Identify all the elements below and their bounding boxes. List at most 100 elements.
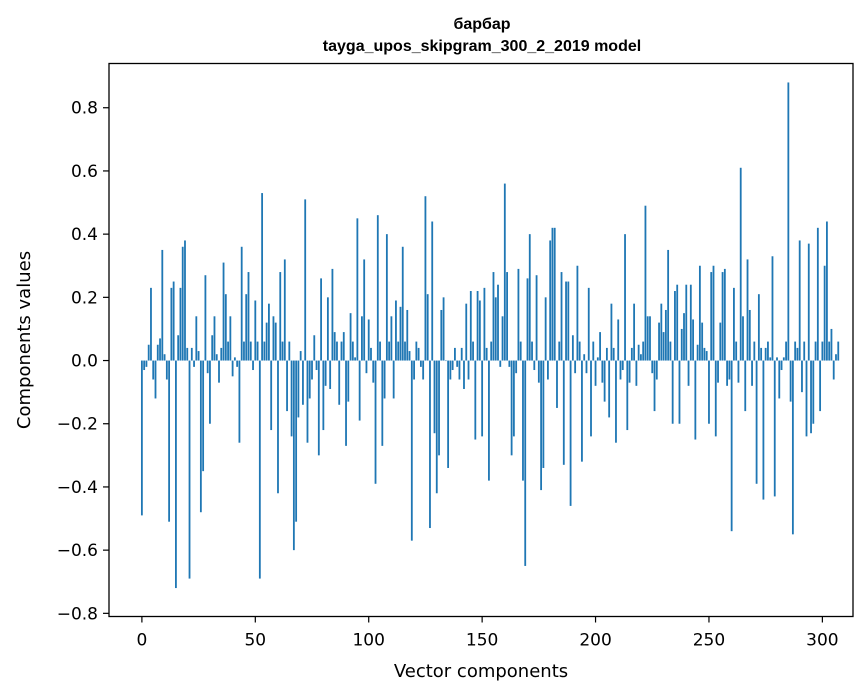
bar-component-218: [635, 360, 638, 386]
bar-component-261: [733, 287, 735, 361]
bar-component-268: [748, 309, 751, 361]
bar-component-213: [624, 234, 626, 361]
bar-component-132: [440, 309, 443, 361]
bar-component-202: [599, 332, 601, 361]
bar-component-279: [773, 360, 776, 497]
bar-component-97: [361, 316, 363, 361]
bar-component-204: [603, 360, 606, 402]
bar-component-176: [540, 360, 543, 491]
bar-component-289: [796, 347, 799, 361]
bar-component-239: [683, 313, 685, 361]
bar-component-115: [401, 246, 404, 361]
y-tick-label-3: −0.2: [57, 415, 98, 435]
bar-component-272: [757, 294, 760, 361]
bar-component-223: [646, 316, 649, 361]
x-tick-label-100: 100: [352, 631, 384, 651]
bar-component-66: [290, 360, 293, 437]
bar-component-208: [612, 347, 615, 361]
bar-component-282: [780, 360, 783, 371]
bar-component-27: [202, 360, 205, 472]
bar-component-252: [712, 265, 715, 361]
bar-component-131: [438, 360, 440, 456]
bar-component-226: [653, 360, 656, 412]
bar-component-108: [385, 234, 388, 361]
bar-component-271: [755, 360, 758, 484]
bar-component-183: [556, 360, 558, 408]
bar-component-109: [388, 341, 391, 361]
bar-component-32: [213, 316, 216, 361]
bar-component-59: [274, 322, 277, 361]
bar-component-234: [671, 360, 674, 424]
bar-component-270: [753, 341, 756, 361]
bar-component-81: [324, 360, 327, 386]
bar-component-249: [705, 351, 708, 361]
chart-title: барбар: [453, 16, 510, 33]
bar-component-221: [642, 341, 645, 361]
bar-component-117: [406, 309, 409, 361]
bar-component-26: [199, 360, 202, 513]
bar-component-136: [449, 360, 452, 380]
bar-component-212: [621, 360, 624, 371]
bar-component-179: [547, 360, 549, 380]
bar-component-277: [769, 357, 772, 361]
bar-component-291: [801, 360, 803, 393]
bar-component-297: [814, 341, 817, 361]
bar-component-269: [751, 360, 753, 386]
bar-component-34: [218, 360, 220, 383]
bar-component-82: [326, 297, 329, 361]
bar-component-273: [760, 347, 763, 361]
bar-component-265: [742, 316, 744, 361]
bar-component-164: [512, 360, 515, 437]
bar-component-191: [574, 360, 577, 374]
bar-component-178: [544, 297, 547, 361]
bar-component-29: [206, 360, 209, 374]
bar-component-158: [499, 360, 502, 367]
bar-component-103: [374, 360, 377, 484]
bar-component-180: [549, 240, 552, 361]
bar-component-167: [519, 341, 522, 361]
bar-component-255: [719, 322, 722, 361]
bar-component-243: [692, 319, 694, 361]
bar-component-129: [433, 360, 436, 434]
bar-component-224: [649, 316, 651, 361]
bar-component-157: [497, 284, 499, 361]
bar-component-206: [608, 360, 611, 418]
bar-component-186: [562, 360, 565, 465]
bar-component-253: [714, 360, 717, 437]
bar-component-195: [583, 354, 586, 361]
bar-component-160: [503, 183, 506, 361]
bar-component-276: [767, 341, 769, 361]
bar-component-127: [429, 360, 431, 529]
bar-component-225: [651, 360, 654, 374]
y-tick-label-0: −0.8: [57, 604, 98, 624]
bar-component-90: [345, 360, 347, 446]
bar-component-31: [211, 335, 214, 361]
bar-component-166: [517, 268, 520, 361]
bar-component-112: [395, 300, 397, 361]
bar-component-170: [526, 278, 529, 361]
bar-component-133: [442, 297, 445, 361]
bar-component-11: [165, 360, 168, 380]
x-tick-label-300: 300: [806, 631, 838, 651]
bar-component-264: [739, 167, 742, 361]
bar-component-106: [381, 360, 384, 446]
bar-component-245: [696, 344, 699, 361]
bar-component-144: [467, 360, 470, 380]
chart-subtitle: tayga_upos_skipgram_300_2_2019 model: [323, 38, 641, 55]
bar-component-307: [837, 341, 840, 361]
bar-component-1: [143, 360, 146, 371]
bars-group: [140, 82, 840, 589]
bar-component-94: [354, 357, 357, 361]
bar-component-148: [476, 291, 479, 361]
bar-component-194: [581, 360, 583, 462]
bar-component-141: [460, 347, 463, 361]
bar-component-25: [197, 351, 200, 361]
bar-component-217: [633, 303, 636, 361]
bar-component-46: [245, 294, 248, 361]
bar-component-9: [161, 249, 164, 361]
bar-component-197: [587, 287, 590, 361]
bar-component-99: [365, 360, 368, 374]
bar-component-8: [159, 338, 161, 361]
bar-component-74: [308, 360, 311, 399]
bar-component-142: [463, 360, 465, 389]
